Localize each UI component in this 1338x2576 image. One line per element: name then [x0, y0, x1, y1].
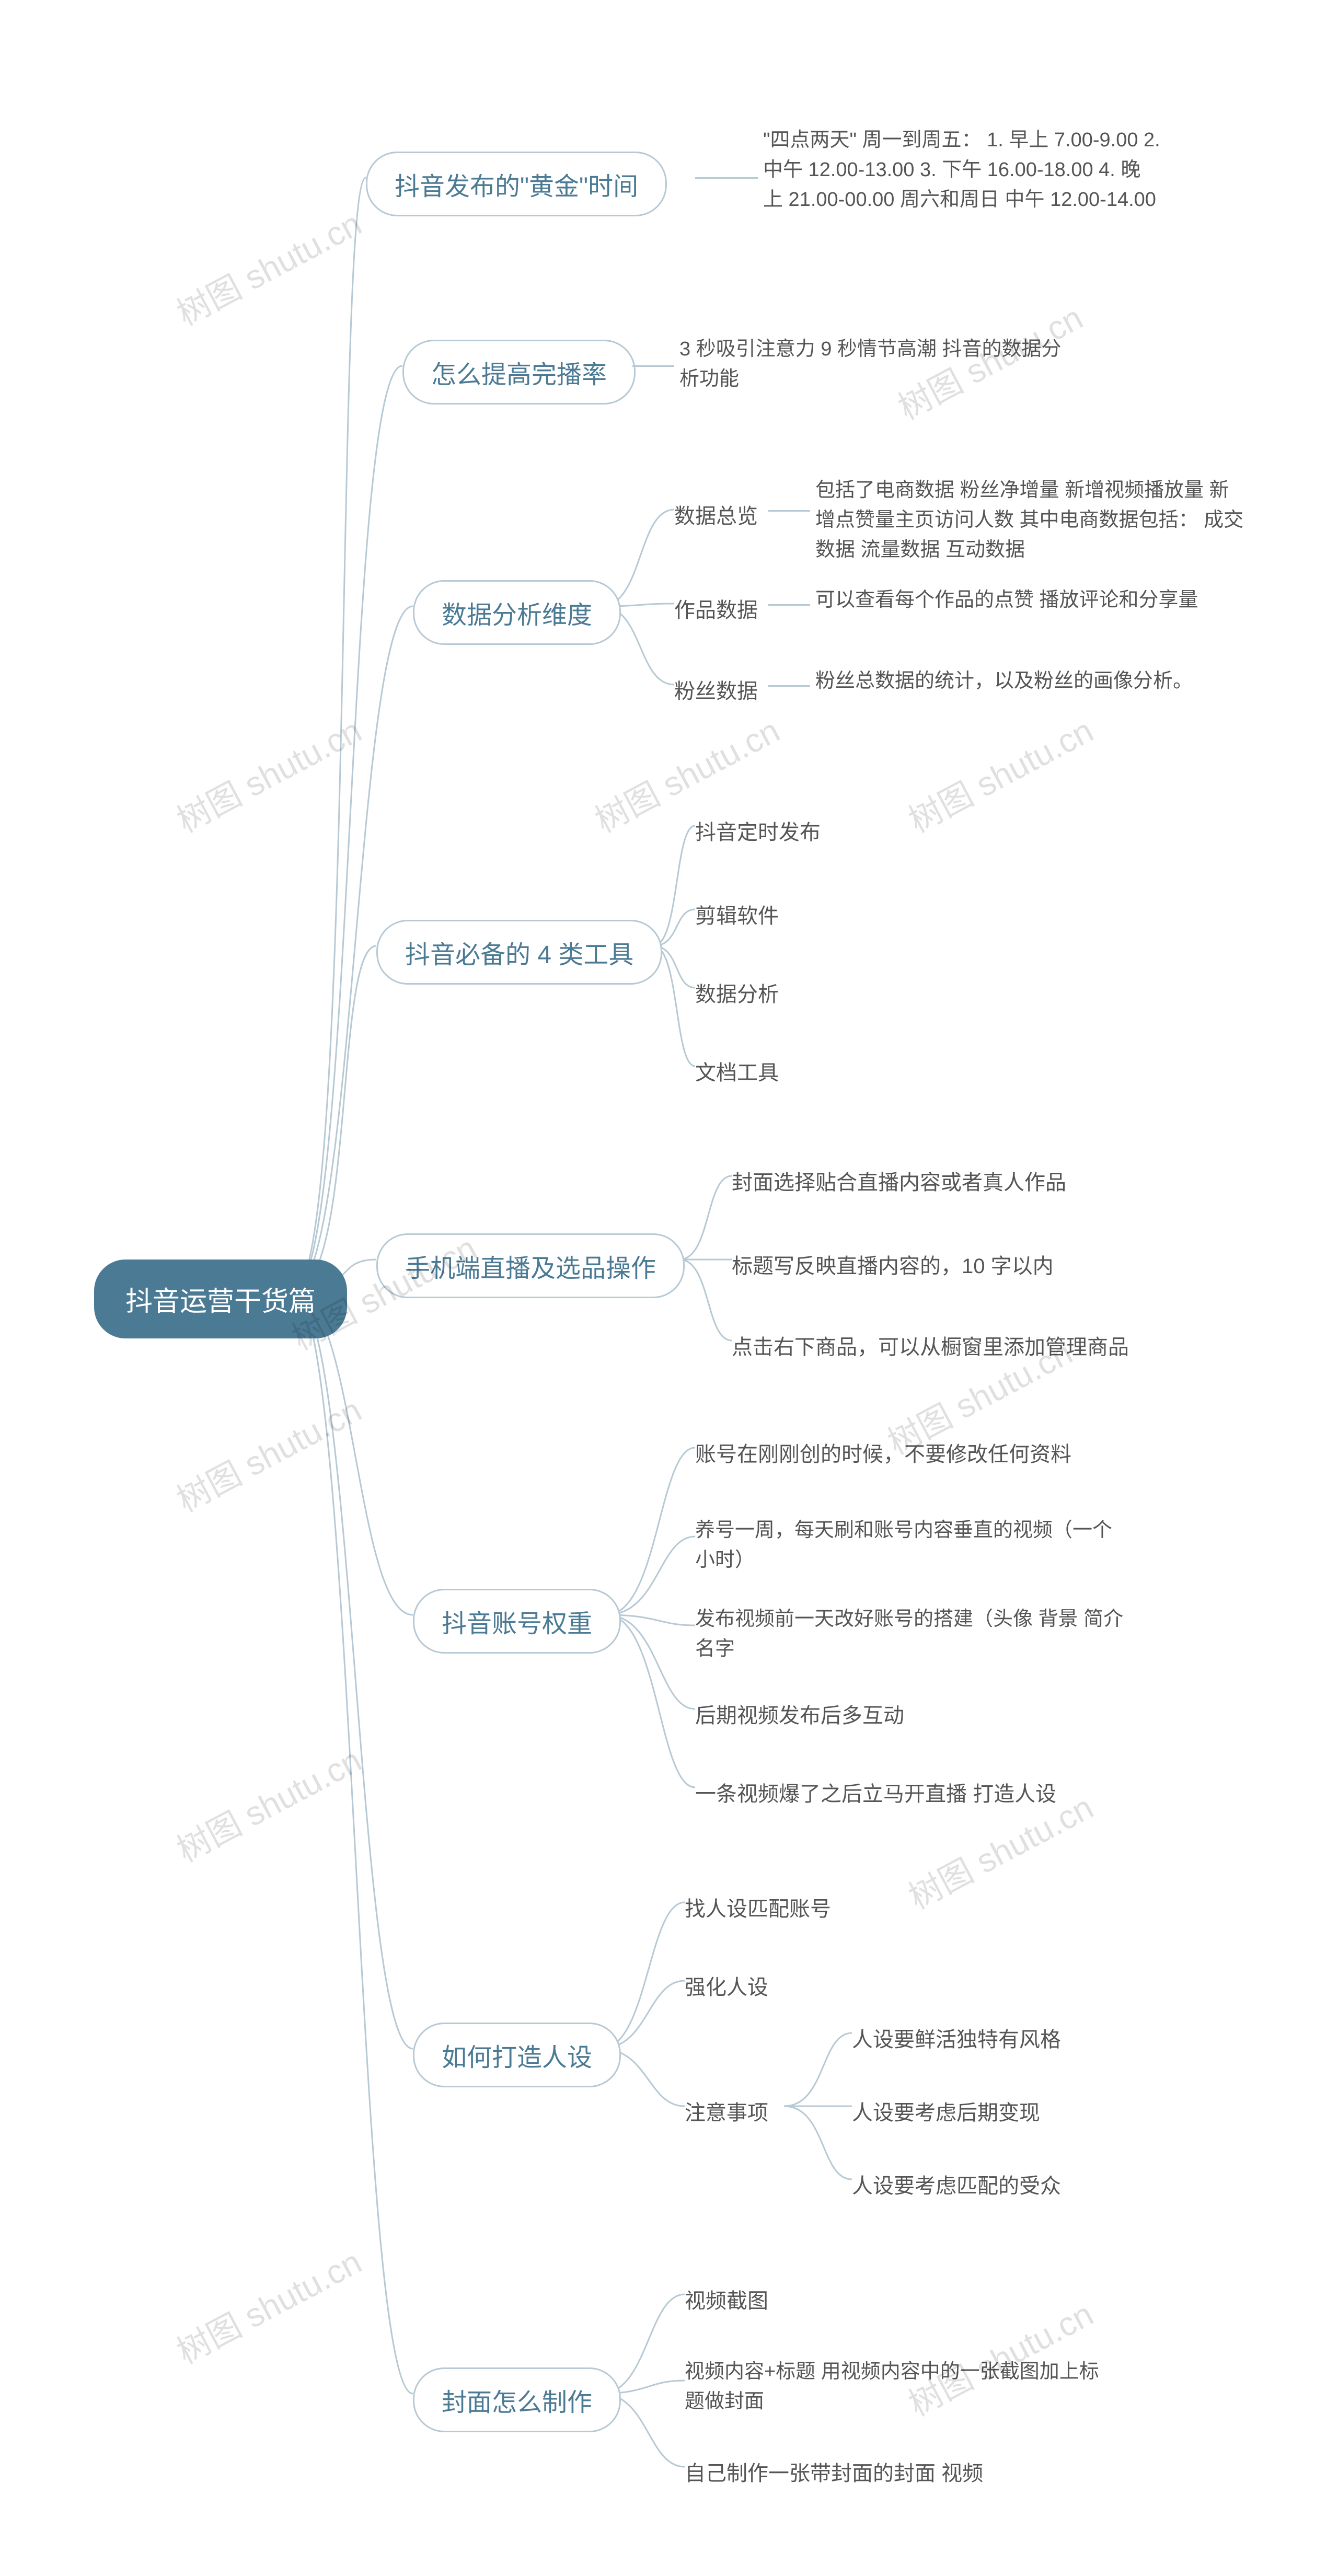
watermark-text: 树图 shutu.cn — [167, 2236, 369, 2373]
sub-cover-1[interactable]: 视频截图 — [685, 2284, 768, 2314]
branch-account-weight[interactable]: 抖音账号权重 — [413, 1589, 621, 1654]
connector-dash — [632, 365, 674, 367]
sub-cover-3[interactable]: 自己制作一张带封面的封面 视频 — [685, 2456, 983, 2487]
sub-persona-3[interactable]: 注意事项 — [685, 2096, 768, 2126]
connector-dash — [768, 604, 810, 606]
connector-dash — [768, 685, 810, 687]
sub-live-3[interactable]: 点击右下商品，可以从橱窗里添加管理商品 — [732, 1330, 1129, 1360]
sub-persona-1[interactable]: 找人设匹配账号 — [685, 1892, 831, 1922]
leaf-persona-note-1: 人设要鲜活独特有风格 — [852, 2023, 1061, 2053]
sub-live-2[interactable]: 标题写反映直播内容的，10 字以内 — [732, 1249, 1054, 1279]
branch-data-analysis[interactable]: 数据分析维度 — [413, 580, 621, 645]
watermark-text: 树图 shutu.cn — [167, 1384, 369, 1521]
sub-cover-2[interactable]: 视频内容+标题 用视频内容中的一张截图加上标题做封面 — [685, 2357, 1113, 2417]
leaf-persona-note-3: 人设要考虑匹配的受众 — [852, 2169, 1061, 2199]
watermark-text: 树图 shutu.cn — [167, 704, 369, 842]
sub-persona-2[interactable]: 强化人设 — [685, 1970, 768, 2001]
sub-work-data[interactable]: 作品数据 — [674, 593, 758, 623]
sub-fan-data[interactable]: 粉丝数据 — [674, 674, 758, 704]
leaf-completion-rate-detail: 3 秒吸引注意力 9 秒情节高潮 抖音的数据分析功能 — [679, 334, 1077, 394]
leaf-work-data-detail: 可以查看每个作品的点赞 播放评论和分享量 — [815, 585, 1198, 615]
leaf-golden-time-detail: "四点两天" 周一到周五： 1. 早上 7.00-9.00 2. 中午 12.0… — [763, 125, 1160, 215]
sub-tool-3[interactable]: 数据分析 — [695, 977, 779, 1008]
leaf-persona-note-2: 人设要考虑后期变现 — [852, 2096, 1040, 2126]
leaf-fan-data-detail: 粉丝总数据的统计，以及粉丝的画像分析。 — [815, 666, 1193, 696]
connector-dash — [768, 510, 810, 512]
sub-data-overview[interactable]: 数据总览 — [674, 499, 758, 529]
branch-completion-rate[interactable]: 怎么提高完播率 — [402, 340, 636, 405]
sub-tool-4[interactable]: 文档工具 — [695, 1056, 779, 1086]
root-node[interactable]: 抖音运营干货篇 — [94, 1260, 347, 1338]
sub-tool-2[interactable]: 剪辑软件 — [695, 899, 779, 929]
sub-weight-3[interactable]: 发布视频前一天改好账号的搭建（头像 背景 简介 名字 — [695, 1604, 1124, 1664]
watermark-text: 树图 shutu.cn — [167, 1734, 369, 1872]
sub-weight-5[interactable]: 一条视频爆了之后立马开直播 打造人设 — [695, 1777, 1056, 1807]
sub-weight-2[interactable]: 养号一周，每天刷和账号内容垂直的视频（一个小时） — [695, 1516, 1124, 1575]
watermark-text: 树图 shutu.cn — [899, 704, 1101, 842]
sub-tool-1[interactable]: 抖音定时发布 — [695, 815, 821, 846]
sub-live-1[interactable]: 封面选择贴合直播内容或者真人作品 — [732, 1165, 1066, 1196]
sub-weight-4[interactable]: 后期视频发布后多互动 — [695, 1699, 904, 1729]
branch-persona[interactable]: 如何打造人设 — [413, 2023, 621, 2087]
branch-golden-time[interactable]: 抖音发布的"黄金"时间 — [366, 152, 667, 216]
branch-mobile-live[interactable]: 手机端直播及选品操作 — [376, 1233, 685, 1298]
leaf-data-overview-detail: 包括了电商数据 粉丝净增量 新增视频播放量 新增点赞量主页访问人数 其中电商数据… — [815, 476, 1244, 565]
sub-weight-1[interactable]: 账号在刚刚创的时候，不要修改任何资料 — [695, 1437, 1071, 1468]
branch-4-tools[interactable]: 抖音必备的 4 类工具 — [376, 920, 662, 985]
branch-cover-make[interactable]: 封面怎么制作 — [413, 2367, 621, 2432]
watermark-text: 树图 shutu.cn — [167, 198, 369, 335]
mindmap-canvas: 抖音运营干货篇 抖音发布的"黄金"时间 "四点两天" 周一到周五： 1. 早上 … — [0, 0, 1338, 2576]
connector-dash — [695, 177, 758, 179]
